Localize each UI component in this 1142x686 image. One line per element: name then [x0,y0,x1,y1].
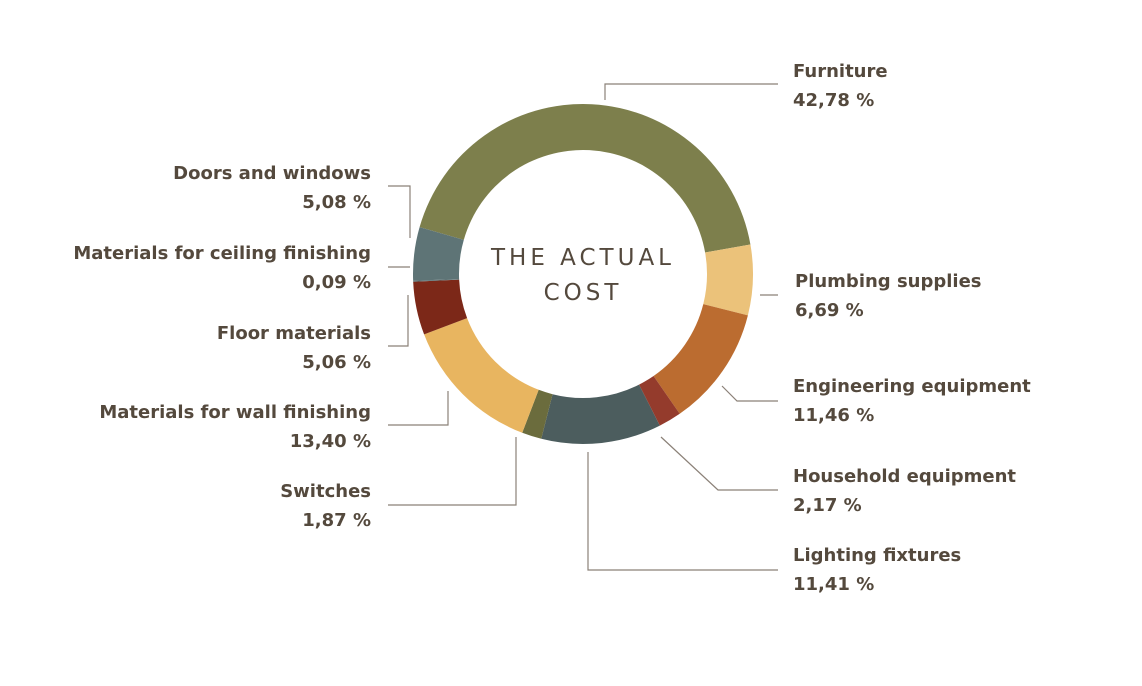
label-name-household-equipment: Household equipment [793,466,1016,487]
label-value-materials-for-wall-finishing: 13,40 % [290,431,371,452]
label-value-household-equipment: 2,17 % [793,495,862,516]
label-value-switches: 1,87 % [302,510,371,531]
label-name-doors-and-windows: Doors and windows [173,163,371,184]
label-value-floor-materials: 5,06 % [302,352,371,373]
leader-household-equipment [660,436,778,491]
label-name-materials-for-ceiling-finishing: Materials for ceiling finishing [73,243,371,264]
label-value-furniture: 42,78 % [793,90,874,111]
slice-lighting-fixtures [541,384,660,444]
leader-doors-and-windows [388,185,411,238]
slice-plumbing-supplies [703,244,753,316]
label-name-switches: Switches [280,481,371,502]
slice-switches [522,389,553,439]
leader-floor-materials [388,295,409,347]
label-value-materials-for-ceiling-finishing: 0,09 % [302,272,371,293]
label-name-plumbing-supplies: Plumbing supplies [795,271,982,292]
label-value-lighting-fixtures: 11,41 % [793,574,874,595]
slice-labels: Furniture 42,78 % Plumbing supplies 6,69 % E… [73,61,1031,595]
donut-slices [413,103,753,444]
slice-engineering-equipment [653,304,748,414]
label-name-lighting-fixtures: Lighting fixtures [793,545,961,566]
leader-lighting-fixtures [587,452,778,571]
leader-materials-for-wall-finishing [388,391,449,426]
leader-switches [388,437,517,506]
leader-engineering-equipment [721,385,778,402]
slice-materials-for-ceiling-finishing [413,278,460,282]
slice-doors-and-windows [413,227,464,281]
leader-furniture [604,83,778,100]
leader-lines [388,83,778,571]
label-value-plumbing-supplies: 6,69 % [795,300,864,321]
label-value-doors-and-windows: 5,08 % [302,192,371,213]
slice-floor-materials [413,279,468,335]
slice-furniture [419,103,751,253]
slice-household-equipment [639,375,680,426]
slice-materials-for-wall-finishing [424,318,539,433]
label-name-materials-for-wall-finishing: Materials for wall finishing [99,402,371,423]
label-name-engineering-equipment: Engineering equipment [793,376,1031,397]
label-name-floor-materials: Floor materials [217,323,371,344]
label-name-furniture: Furniture [793,61,888,82]
center-label-line-2: COST [544,280,623,306]
center-label-line-1: THE ACTUAL [490,245,675,271]
label-value-engineering-equipment: 11,46 % [793,405,874,426]
